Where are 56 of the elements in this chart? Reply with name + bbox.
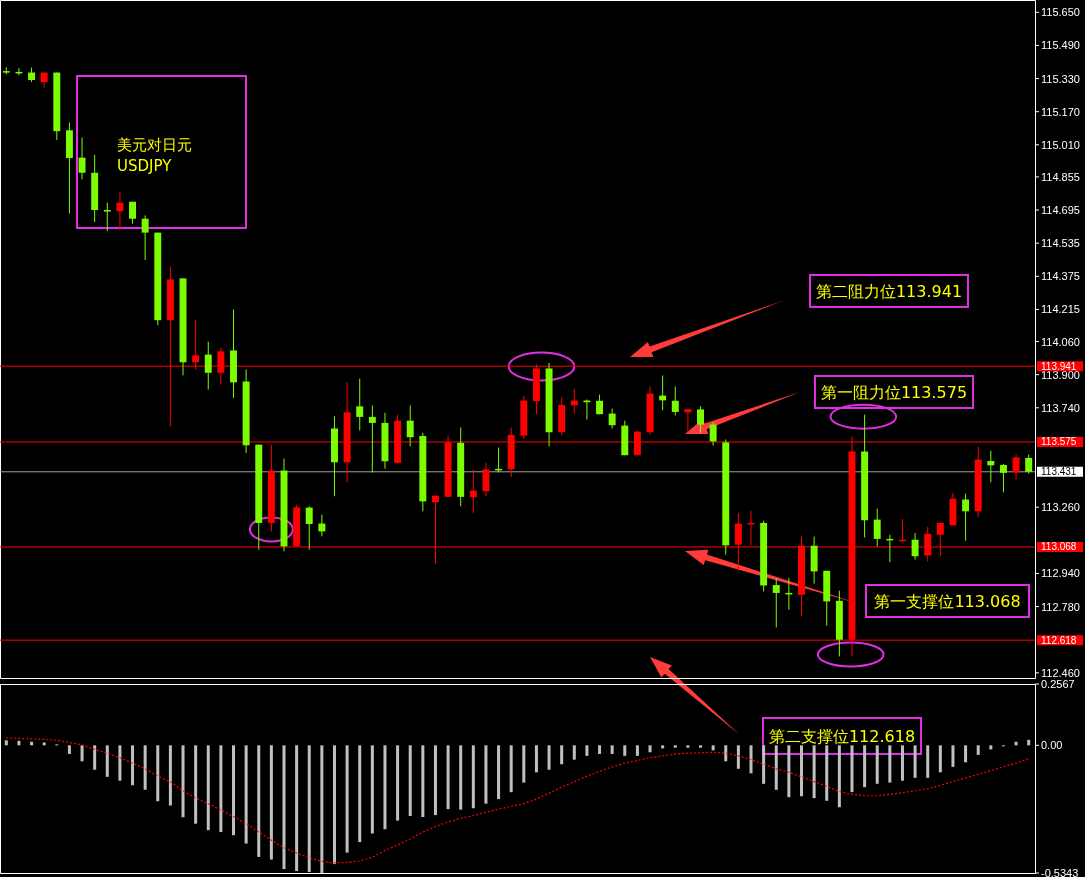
annotation: 第一阻力位113.575 xyxy=(814,375,974,409)
annotation: 第二支撑位112.618 xyxy=(768,727,916,746)
y-tick-label: 112.460 xyxy=(1041,666,1080,679)
y-tick-label: 114.535 xyxy=(1041,237,1080,250)
y-tick-label: 114.855 xyxy=(1041,170,1080,183)
y-tick-label: 115.650 xyxy=(1041,6,1080,19)
candlestick xyxy=(103,202,111,232)
annotation: 第一支撑位113.068 xyxy=(874,592,1021,611)
candlestick xyxy=(78,137,86,180)
candlestick xyxy=(204,341,212,391)
ref-line-label: 113.068 xyxy=(1041,541,1077,553)
annotation: 第一支撑位113.068 xyxy=(865,584,1030,618)
y-tick-label: 114.060 xyxy=(1041,335,1080,348)
y-tick-label: 114.695 xyxy=(1041,204,1080,217)
annotation: 第二阻力位113.941 xyxy=(815,282,963,301)
ref-line-label: 113.431 xyxy=(1041,466,1077,478)
candlestick xyxy=(141,214,149,261)
y-tick-label: 0.2567 xyxy=(1041,678,1075,690)
y-tick-label: 0.00 xyxy=(1041,739,1063,752)
candlestick xyxy=(1012,454,1020,481)
annotation: 第一阻力位113.575 xyxy=(820,383,968,402)
candlestick xyxy=(608,408,616,430)
candlestick xyxy=(987,450,995,483)
candlestick xyxy=(305,505,313,551)
ref-line-label: 112.618 xyxy=(1041,634,1077,646)
y-tick-label: 114.375 xyxy=(1041,270,1080,283)
y-tick-label: 114.215 xyxy=(1041,303,1080,316)
candlestick xyxy=(873,508,881,547)
candlestick xyxy=(116,191,124,231)
y-tick-label: 112.780 xyxy=(1041,600,1080,613)
candlestick xyxy=(999,463,1007,493)
y-tick-label: 113.740 xyxy=(1041,401,1080,414)
y-tick-label: 115.170 xyxy=(1041,105,1080,118)
y-tick-label: 115.330 xyxy=(1041,72,1080,85)
candlestick xyxy=(482,462,490,497)
title-box: 美元对日元 USDJPY xyxy=(76,75,247,229)
candlestick xyxy=(368,405,376,473)
candlestick xyxy=(697,405,704,434)
y-tick-label: 113.260 xyxy=(1041,501,1080,514)
y-tick-label: 115.010 xyxy=(1041,138,1080,151)
annotation: 第二阻力位113.941 xyxy=(809,274,969,308)
candlestick xyxy=(469,469,477,514)
candlestick xyxy=(1025,454,1033,475)
candlestick xyxy=(671,385,679,416)
ref-line-label: 113.575 xyxy=(1041,436,1077,448)
y-tick-label: 112.940 xyxy=(1041,567,1080,580)
candlestick xyxy=(962,493,970,542)
candlestick xyxy=(406,405,414,447)
candlestick xyxy=(911,532,919,561)
candlestick xyxy=(356,378,364,431)
annotation: 第二支撑位112.618 xyxy=(762,717,922,755)
y-tick-label: 115.490 xyxy=(1041,39,1080,52)
candlestick xyxy=(772,577,780,629)
ref-line-label: 113.941 xyxy=(1041,360,1077,372)
y-tick-label: -0.5343 xyxy=(1041,867,1079,877)
candlestick xyxy=(709,421,717,447)
